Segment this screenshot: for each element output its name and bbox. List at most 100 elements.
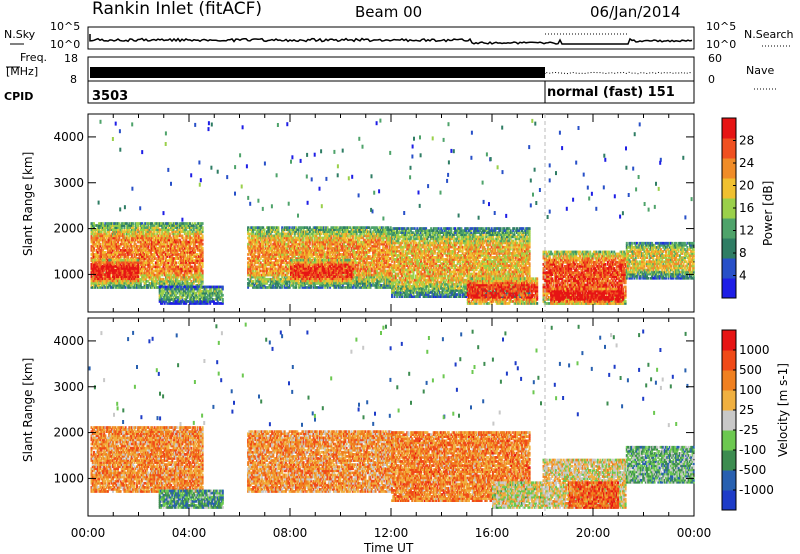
echo-cell <box>284 279 287 283</box>
echo-cell <box>170 246 173 250</box>
echo-cell <box>273 240 276 244</box>
echo-cell <box>162 246 165 250</box>
echo-cell <box>130 258 133 262</box>
echo-cell <box>182 259 185 262</box>
echo-cell <box>100 253 103 256</box>
echo-cell <box>160 234 162 238</box>
echo-cell <box>250 240 253 244</box>
echo-cell <box>152 236 155 240</box>
echo-cell <box>269 259 272 262</box>
echo-cell <box>204 296 207 299</box>
echo-cell <box>288 277 291 281</box>
echo-cell <box>91 242 94 246</box>
echo-cell <box>187 251 190 254</box>
echo-cell <box>281 265 284 269</box>
echo-cell <box>175 267 178 271</box>
echo-cell <box>287 230 290 234</box>
echo-cell <box>189 267 191 271</box>
echo-cell <box>288 246 291 250</box>
echo-cell <box>255 242 258 246</box>
echo-cell <box>283 251 286 254</box>
echo-cell <box>114 242 117 246</box>
echo-cell <box>146 271 149 275</box>
echo-cell <box>167 234 170 238</box>
echo-cell <box>134 257 137 260</box>
echo-cell <box>196 300 199 303</box>
echo-cell <box>182 251 185 254</box>
echo-cell <box>160 285 162 289</box>
echo-cell <box>301 253 304 256</box>
echo-cell <box>130 228 133 232</box>
echo-cell <box>109 234 112 238</box>
echo-cell <box>191 249 194 252</box>
echo-cell <box>137 224 140 227</box>
echo-cell <box>296 232 299 236</box>
echo-cell <box>181 259 184 262</box>
echo-cell <box>118 222 121 225</box>
echo-cell <box>254 249 257 252</box>
echo-cell <box>110 240 113 244</box>
echo-cell <box>139 277 142 281</box>
echo-cell <box>185 236 188 240</box>
echo-cell <box>258 263 261 267</box>
echo-cell <box>187 232 190 236</box>
echo-cell <box>129 279 132 283</box>
echo-cell <box>117 228 119 232</box>
echo-cell <box>100 249 103 252</box>
echo-cell <box>154 246 157 250</box>
echo-cell <box>276 275 279 279</box>
echo-cell <box>99 279 102 283</box>
echo-cell <box>287 251 290 254</box>
echo-cell <box>98 226 101 229</box>
echo-cell <box>257 277 260 281</box>
echo-cell <box>117 286 119 289</box>
echo-cell <box>91 279 94 283</box>
echo-cell <box>178 224 181 227</box>
echo-cell <box>138 222 141 225</box>
echo-cell <box>209 298 212 301</box>
echo-cell <box>257 236 260 240</box>
echo-cell <box>113 234 116 238</box>
echo-cell <box>254 238 257 242</box>
echo-cell <box>277 275 280 279</box>
echo-cell <box>128 230 131 234</box>
echo-cell <box>151 269 154 273</box>
echo-cell <box>139 269 142 273</box>
echo-cell <box>129 263 132 266</box>
echo-cell <box>168 277 171 281</box>
echo-cell <box>180 244 183 248</box>
echo-cell <box>306 226 309 229</box>
echo-cell <box>101 255 104 258</box>
echo-cell <box>152 240 155 244</box>
echo-cell <box>181 282 184 285</box>
echo-cell <box>307 236 310 240</box>
echo-cell <box>165 285 167 289</box>
echo-cell <box>90 236 93 240</box>
echo-cell <box>298 240 301 244</box>
echo-cell <box>177 224 180 227</box>
echo-cell <box>259 236 262 240</box>
echo-cell <box>288 238 291 242</box>
echo-cell <box>132 232 135 236</box>
echo-cell <box>192 273 195 277</box>
echo-cell <box>248 238 251 242</box>
echo-cell <box>301 226 304 229</box>
echo-cell <box>201 282 204 285</box>
echo-cell <box>172 273 175 277</box>
echo-cell <box>153 269 156 273</box>
echo-cell <box>117 222 119 225</box>
echo-cell <box>128 271 131 274</box>
echo-cell <box>297 234 300 238</box>
echo-cell <box>113 226 116 229</box>
echo-cell <box>259 230 262 234</box>
echo-cell <box>178 279 181 283</box>
echo-cell <box>95 253 98 256</box>
echo-cell <box>137 284 140 287</box>
echo-cell <box>281 246 284 250</box>
echo-cell <box>106 224 109 227</box>
echo-cell <box>263 286 266 289</box>
echo-cell <box>200 286 203 289</box>
echo-cell <box>264 253 267 256</box>
echo-cell <box>132 263 135 266</box>
echo-cell <box>258 286 261 289</box>
